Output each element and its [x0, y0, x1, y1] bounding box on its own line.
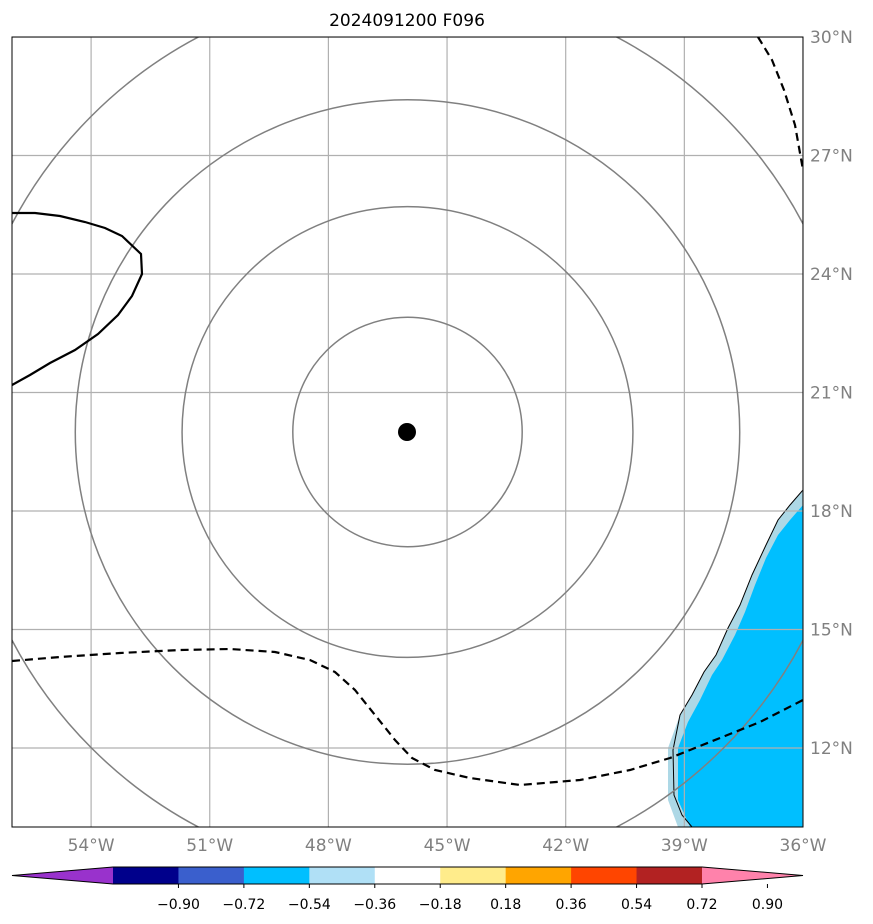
colorbar-label-4: −0.18	[419, 897, 462, 913]
map-title: 2024091200 F096	[329, 11, 485, 31]
colorbar: −0.90 −0.72 −0.54 −0.36 −0.18 0.18 0.36 0.54 0.7…	[11, 866, 804, 913]
colorbar-segment-10	[702, 867, 803, 884]
colorbar-label-0: −0.90	[157, 897, 200, 913]
colorbar-segment-6	[440, 867, 507, 884]
lon-label-4: 42°W	[542, 836, 589, 856]
colorbar-label-8: 0.72	[686, 897, 717, 913]
colorbar-label-9: 0.90	[752, 897, 783, 913]
colorbar-segment-3	[243, 867, 310, 884]
colorbar-segment-9	[636, 867, 703, 884]
lat-label-3: 21°N	[810, 384, 853, 404]
colorbar-label-5: 0.18	[490, 897, 521, 913]
lon-label-6: 36°W	[780, 836, 827, 856]
lat-label-6: 12°N	[810, 739, 853, 759]
colorbar-outline	[11, 866, 804, 885]
colorbar-label-1: −0.72	[222, 897, 265, 913]
map-frame	[11, 36, 804, 828]
colorbar-label-2: −0.54	[288, 897, 331, 913]
range-ring-3	[74, 99, 741, 765]
colorbar-segment-1	[113, 867, 179, 884]
shaded-region	[678, 505, 803, 827]
colorbar-segment-7	[505, 867, 572, 884]
colorbar-label-6: 0.36	[556, 897, 587, 913]
lat-label-4: 18°N	[810, 502, 853, 522]
colorbar-segment-0	[12, 867, 113, 884]
lon-label-3: 45°W	[424, 836, 471, 856]
lon-label-1: 51°W	[186, 836, 233, 856]
lon-label-0: 54°W	[68, 836, 115, 856]
graticule	[12, 37, 803, 827]
lat-label-2: 24°N	[810, 265, 853, 285]
lon-label-2: 48°W	[305, 836, 352, 856]
longitude-labels: 54°W 51°W 48°W 45°W 42°W 39°W 36°W	[68, 836, 827, 856]
dashed-contour-south	[12, 647, 803, 787]
solid-contour	[12, 211, 144, 386]
colorbar-label-3: −0.36	[353, 897, 396, 913]
dashed-contour-northeast	[757, 37, 803, 171]
colorbar-segment-2	[178, 867, 245, 884]
colorbar-segment-5	[374, 867, 441, 884]
lon-label-5: 39°W	[661, 836, 708, 856]
lat-label-0: 30°N	[810, 28, 853, 48]
coastline	[672, 489, 803, 827]
colorbar-segment-4	[309, 867, 376, 884]
storm-center-marker	[398, 423, 416, 441]
range-ring-2	[181, 205, 634, 659]
range-rings	[12, 37, 803, 827]
range-ring-1	[292, 316, 523, 548]
colorbar-segment-8	[571, 867, 638, 884]
lat-label-1: 27°N	[810, 147, 853, 167]
colorbar-label-7: 0.54	[621, 897, 652, 913]
lat-label-5: 15°N	[810, 621, 853, 641]
latitude-labels: 30°N 27°N 24°N 21°N 18°N 15°N 12°N	[810, 28, 853, 759]
map-area	[12, 37, 803, 827]
